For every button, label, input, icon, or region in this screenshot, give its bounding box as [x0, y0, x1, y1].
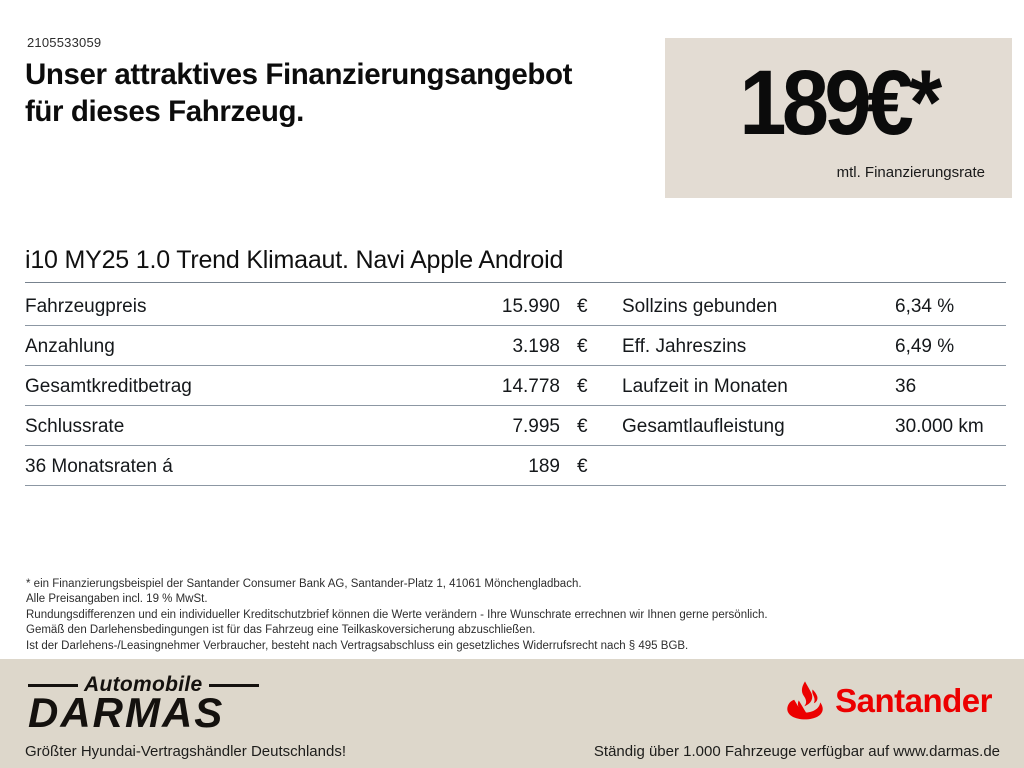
- disclaimer-line: Ist der Darlehens-/Leasingnehmer Verbrau…: [26, 639, 689, 652]
- page-title-line2: für dieses Fahrzeug.: [25, 95, 304, 128]
- row-value: 6,34 %: [895, 296, 955, 317]
- row-value: 15.990: [501, 296, 560, 317]
- logo-darmas-wordmark: DARMAS: [28, 689, 225, 736]
- santander-logo: Santander: [784, 679, 992, 723]
- row-value: 30.000 km: [895, 416, 984, 437]
- page-title: Unser attraktives Finanzierungsangebot f…: [25, 56, 572, 130]
- disclaimer-line: Alle Preisangaben incl. 19 % MwSt.: [26, 593, 208, 606]
- footer-claims: Größter Hyundai-Vertragshändler Deutschl…: [25, 743, 1000, 760]
- row-label: Anzahlung: [25, 336, 115, 357]
- logo-rule-right: [208, 683, 259, 687]
- euro-sign: €: [577, 376, 588, 397]
- disclaimer-line: * ein Finanzierungsbeispiel der Santande…: [26, 578, 582, 590]
- row-label: Gesamtlaufleistung: [622, 416, 785, 437]
- euro-sign: €: [577, 336, 588, 357]
- logo-automobile-label: Automobile: [84, 673, 203, 696]
- page-title-line1: Unser attraktives Finanzierungsangebot: [25, 58, 573, 91]
- row-label: Schlussrate: [25, 416, 125, 437]
- finance-table: Fahrzeugpreis 15.990 € Sollzins gebunden…: [25, 286, 1006, 486]
- table-row: Gesamtkreditbetrag 14.778 € Laufzeit in …: [25, 366, 1006, 406]
- disclaimer-line: Rundungsdifferenzen und ein individuelle…: [26, 608, 768, 621]
- euro-sign: €: [577, 416, 588, 437]
- row-label: Gesamtkreditbetrag: [25, 376, 192, 397]
- euro-sign: €: [577, 296, 588, 317]
- table-row: Schlussrate 7.995 € Gesamtlaufleistung 3…: [25, 406, 1006, 446]
- monthly-rate-panel: 189€* mtl. Finanzierungsrate: [665, 38, 1012, 198]
- monthly-rate-value: 189€*: [739, 52, 942, 154]
- row-value: 189: [528, 456, 560, 477]
- santander-flame-icon: [787, 681, 823, 720]
- table-row: Fahrzeugpreis 15.990 € Sollzins gebunden…: [25, 286, 1006, 326]
- row-value: 7.995: [512, 416, 560, 437]
- disclaimer-line: Gemäß den Darlehensbedingungen ist für d…: [26, 624, 536, 637]
- euro-sign: €: [577, 456, 588, 477]
- footer: Automobile DARMAS Santander Größter Hyun…: [0, 659, 1024, 768]
- vehicle-title: i10 MY25 1.0 Trend Klimaaut. Navi Apple …: [25, 246, 1006, 283]
- santander-wordmark: Santander: [835, 682, 992, 719]
- row-label: Sollzins gebunden: [622, 296, 778, 317]
- row-label: Eff. Jahreszins: [622, 336, 747, 357]
- row-label: Laufzeit in Monaten: [622, 376, 788, 397]
- row-value: 14.778: [501, 376, 560, 397]
- dealer-claim: Größter Hyundai-Vertragshändler Deutschl…: [25, 743, 346, 760]
- darmas-dealer-logo: Automobile DARMAS: [28, 673, 259, 736]
- bank-claim: Ständig über 1.000 Fahrzeuge verfügbar a…: [593, 743, 1000, 760]
- row-value: 36: [895, 376, 917, 397]
- table-row: Anzahlung 3.198 € Eff. Jahreszins 6,49 %: [25, 326, 1006, 366]
- document-id: 2105533059: [27, 35, 102, 50]
- logo-rule-left: [28, 683, 78, 687]
- row-value: 6,49 %: [895, 336, 955, 357]
- row-label: Fahrzeugpreis: [25, 296, 147, 317]
- table-row: 36 Monatsraten á 189 €: [25, 446, 1006, 486]
- monthly-rate-caption: mtl. Finanzierungsrate: [836, 164, 985, 181]
- disclaimer-text: * ein Finanzierungsbeispiel der Santande…: [26, 577, 768, 654]
- row-label: 36 Monatsraten á: [25, 456, 173, 477]
- row-value: 3.198: [512, 336, 560, 357]
